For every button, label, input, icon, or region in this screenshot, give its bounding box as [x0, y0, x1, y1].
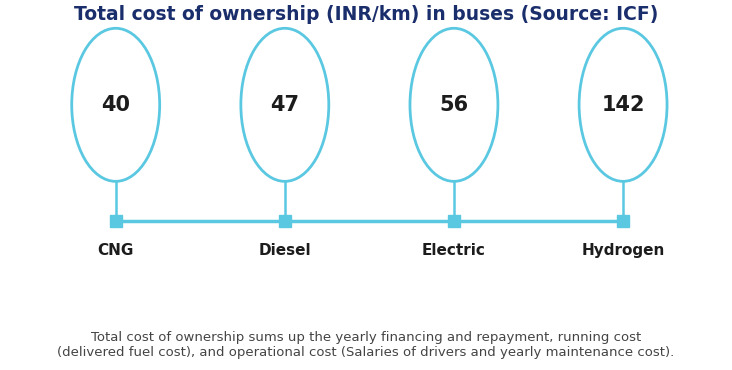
Text: 56: 56	[439, 95, 468, 115]
Text: 142: 142	[601, 95, 645, 115]
Text: Hydrogen: Hydrogen	[581, 243, 665, 258]
Text: Diesel: Diesel	[258, 243, 311, 258]
Text: Electric: Electric	[422, 243, 486, 258]
Text: 40: 40	[101, 95, 130, 115]
Text: Total cost of ownership (INR/km) in buses (Source: ICF): Total cost of ownership (INR/km) in buse…	[74, 4, 658, 24]
Text: 47: 47	[270, 95, 299, 115]
Ellipse shape	[241, 28, 329, 181]
Text: Total cost of ownership sums up the yearly financing and repayment, running cost: Total cost of ownership sums up the year…	[57, 331, 675, 359]
Text: CNG: CNG	[97, 243, 134, 258]
Ellipse shape	[410, 28, 498, 181]
Ellipse shape	[72, 28, 160, 181]
Ellipse shape	[579, 28, 667, 181]
